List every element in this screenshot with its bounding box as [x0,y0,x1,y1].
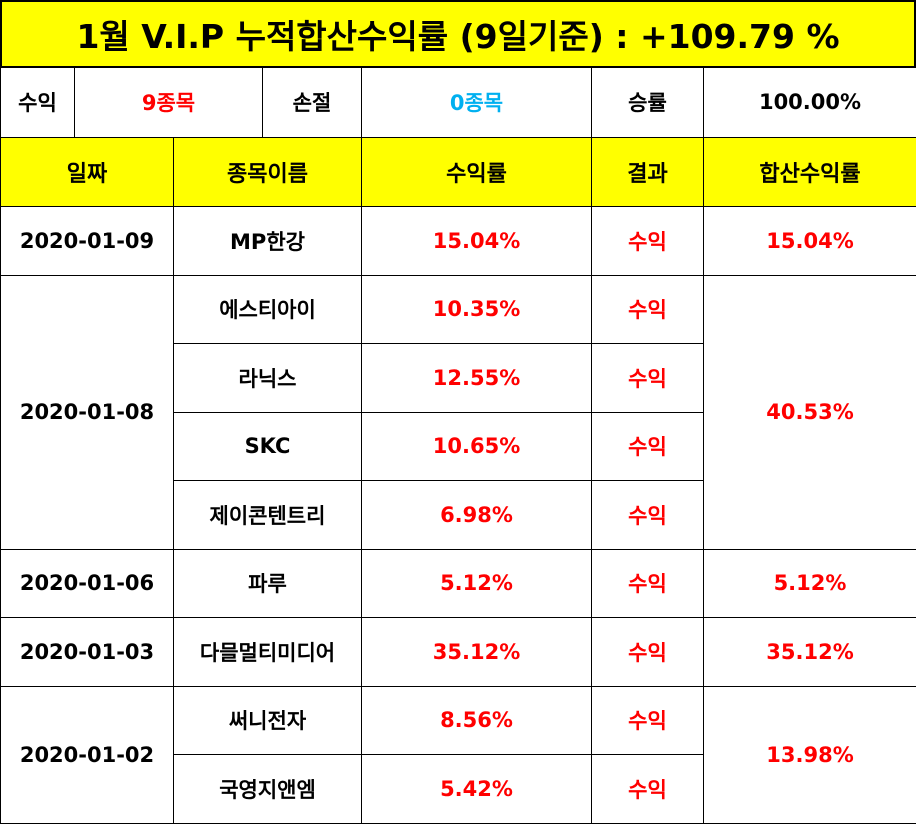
stock-name-cell: SKC [173,411,362,481]
header-result: 결과 [591,137,704,207]
date-cell: 2020-01-02 [0,685,174,824]
stock-name-cell: 제이콘텐트리 [173,480,362,550]
result-cell: 수익 [591,480,704,550]
stock-name-cell: 라닉스 [173,343,362,413]
result-cell: 수익 [591,411,704,481]
stock-name-cell: 에스티아이 [173,274,362,344]
stock-name-cell: 파루 [173,548,362,618]
loss-label: 손절 [262,66,362,138]
header-row: 일짜 종목이름 수익률 결과 합산수익률 [0,137,916,207]
page-title: 1월 V.I.P 누적합산수익률 (9일기준) : +109.79 % [0,0,916,68]
table-row: 2020-01-09 MP한강 15.04% 수익 15.04% [0,206,916,276]
total-rate-cell: 5.12% [703,548,916,618]
table-row: 라닉스 12.55% 수익 [1,343,916,413]
summary-table: 수익 9종목 손절 0종목 승률 100.00% [0,66,916,138]
rate-cell: 15.04% [361,206,592,276]
header-rate: 수익률 [361,137,592,207]
table-row: 제이콘텐트리 6.98% 수익 [1,480,916,550]
rate-cell: 35.12% [361,617,592,687]
total-rate-cell: 15.04% [703,206,916,276]
header-total: 합산수익률 [703,137,916,207]
stock-name-cell: 국영지앤엠 [173,754,362,824]
date-cell: 2020-01-03 [0,617,174,687]
header-name: 종목이름 [173,137,362,207]
table-row: 2020-01-03 다믈멀티미디어 35.12% 수익 35.12% [0,617,916,687]
rate-cell: 6.98% [361,480,592,550]
rate-cell: 10.65% [361,411,592,481]
rate-cell: 8.56% [361,685,592,755]
stock-name-cell: MP한강 [173,206,362,276]
result-cell: 수익 [591,685,704,755]
table-row: 국영지앤엠 5.42% 수익 [1,754,916,824]
result-cell: 수익 [591,548,704,618]
results-table: 일짜 종목이름 수익률 결과 합산수익률 2020-01-09 MP한강 15.04… [0,137,916,824]
table-row: 2020-01-08 에스티아이 10.35% 수익 40.53% [0,274,916,550]
table-row: 2020-01-02 써니전자 8.56% 수익 13.98% [0,685,916,824]
result-cell: 수익 [591,343,704,413]
result-cell: 수익 [591,274,704,344]
result-cell: 수익 [591,206,704,276]
rate-cell: 10.35% [361,274,592,344]
table-row: 2020-01-06 파루 5.12% 수익 5.12% [0,548,916,618]
total-rate-cell: 35.12% [703,617,916,687]
rate-cell: 5.12% [361,548,592,618]
winrate-label: 승률 [591,66,704,138]
date-cell: 2020-01-08 [0,274,174,550]
header-date: 일짜 [0,137,174,207]
title-table: 1월 V.I.P 누적합산수익률 (9일기준) : +109.79 % [0,0,916,68]
rate-cell: 12.55% [361,343,592,413]
result-cell: 수익 [591,617,704,687]
result-cell: 수익 [591,754,704,824]
profit-count: 9종목 [74,66,263,138]
stock-name-cell: 써니전자 [173,685,362,755]
total-rate-cell: 13.98% [703,685,916,824]
loss-count: 0종목 [361,66,592,138]
date-cell: 2020-01-09 [0,206,174,276]
rate-cell: 5.42% [361,754,592,824]
winrate-value: 100.00% [703,66,916,138]
date-cell: 2020-01-06 [0,548,174,618]
stock-name-cell: 다믈멀티미디어 [173,617,362,687]
profit-label: 수익 [0,66,75,138]
total-rate-cell: 40.53% [703,274,916,550]
